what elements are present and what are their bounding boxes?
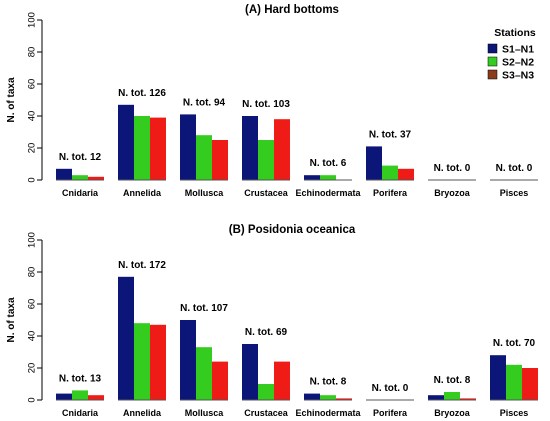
y-tick-label: 20 [27, 363, 38, 374]
category-label: Crustacea [244, 188, 289, 198]
total-annotation: N. tot. 8 [310, 377, 347, 388]
bar [212, 140, 228, 180]
bar [88, 395, 104, 400]
bar [56, 393, 72, 400]
bar [134, 116, 150, 180]
bar [336, 398, 352, 400]
bar [180, 114, 196, 180]
panel-hard-bottoms: (A) Hard bottoms N. of taxa 0 20 40 60 80 100… [6, 4, 538, 198]
y-tick-label: 60 [27, 79, 38, 90]
panel-title: (A) Hard bottoms [245, 4, 339, 16]
y-tick-label: 80 [27, 267, 38, 278]
bar [320, 175, 336, 180]
total-annotation: N. tot. 126 [118, 88, 166, 99]
bar [304, 175, 320, 180]
category-label: Pisces [500, 188, 529, 198]
total-annotation: N. tot. 37 [369, 129, 412, 140]
bar [180, 320, 196, 400]
y-tick-label: 0 [27, 397, 38, 402]
y-axis-label: N. of taxa [6, 297, 17, 342]
bar [460, 398, 476, 400]
bar [398, 168, 414, 180]
y-tick-label: 100 [27, 232, 38, 248]
bar [366, 146, 382, 180]
legend-label: S2–N2 [502, 57, 534, 69]
total-annotation: N. tot. 13 [59, 373, 102, 384]
bar [320, 395, 336, 400]
bar [258, 140, 274, 180]
panel-title: (B) Posidonia oceanica [229, 224, 356, 236]
total-annotation: N. tot. 12 [59, 152, 102, 163]
category-label: Bryozoa [434, 188, 471, 198]
bar [150, 117, 166, 180]
total-annotation: N. tot. 0 [496, 163, 533, 174]
category-label: Bryozoa [434, 408, 471, 418]
y-axis-label: N. of taxa [6, 77, 17, 122]
bar [212, 361, 228, 400]
bar [258, 384, 274, 400]
bar [118, 276, 134, 400]
total-annotation: N. tot. 94 [183, 97, 226, 108]
bar [490, 355, 506, 400]
category-label: Cnidaria [62, 408, 99, 418]
total-annotation: N. tot. 103 [242, 99, 290, 110]
y-tick-label: 40 [27, 111, 38, 122]
legend-label: S1–N1 [502, 44, 534, 56]
total-annotation: N. tot. 107 [180, 303, 228, 314]
bar [274, 119, 290, 180]
bar [428, 395, 444, 400]
legend-swatch [487, 69, 498, 80]
bar [88, 176, 104, 180]
bar [56, 168, 72, 180]
legend-label: S3–N3 [502, 70, 534, 82]
bar [72, 390, 88, 400]
total-annotation: N. tot. 0 [372, 383, 409, 394]
y-tick-label: 0 [27, 177, 38, 182]
y-tick-label: 20 [27, 143, 38, 154]
total-annotation: N. tot. 69 [245, 327, 288, 338]
legend-title: Stations [494, 27, 536, 39]
category-label: Mollusca [185, 408, 225, 418]
category-label: Annelida [123, 188, 162, 198]
category-label: Echinodermata [295, 188, 361, 198]
category-label: Porifera [373, 408, 408, 418]
y-tick-label: 60 [27, 299, 38, 310]
category-label: Echinodermata [295, 408, 361, 418]
category-label: Mollusca [185, 188, 225, 198]
bar [382, 165, 398, 180]
category-label: Porifera [373, 188, 408, 198]
bar [242, 344, 258, 400]
y-tick-label: 80 [27, 47, 38, 58]
total-annotation: N. tot. 70 [493, 338, 536, 349]
bar [242, 116, 258, 180]
y-tick-label: 40 [27, 331, 38, 342]
bar [444, 392, 460, 400]
bar [196, 347, 212, 400]
total-annotation: N. tot. 172 [118, 260, 166, 271]
category-label: Cnidaria [62, 188, 99, 198]
y-tick-label: 100 [27, 12, 38, 28]
bar [150, 324, 166, 400]
total-annotation: N. tot. 8 [434, 375, 471, 386]
bar [72, 175, 88, 180]
category-label: Annelida [123, 408, 162, 418]
bar [196, 135, 212, 180]
bar [506, 364, 522, 400]
bar [522, 368, 538, 400]
panel-posidonia-oceanica: (B) Posidonia oceanica N. of taxa 0 20 40 6… [6, 224, 538, 418]
category-label: Crustacea [244, 408, 289, 418]
bar [118, 104, 134, 180]
category-label: Pisces [500, 408, 529, 418]
legend-swatch [487, 43, 498, 54]
bar [274, 361, 290, 400]
bar [304, 393, 320, 400]
legend-swatch [487, 56, 498, 67]
bar [134, 323, 150, 400]
total-annotation: N. tot. 6 [310, 158, 347, 169]
total-annotation: N. tot. 0 [434, 163, 471, 174]
